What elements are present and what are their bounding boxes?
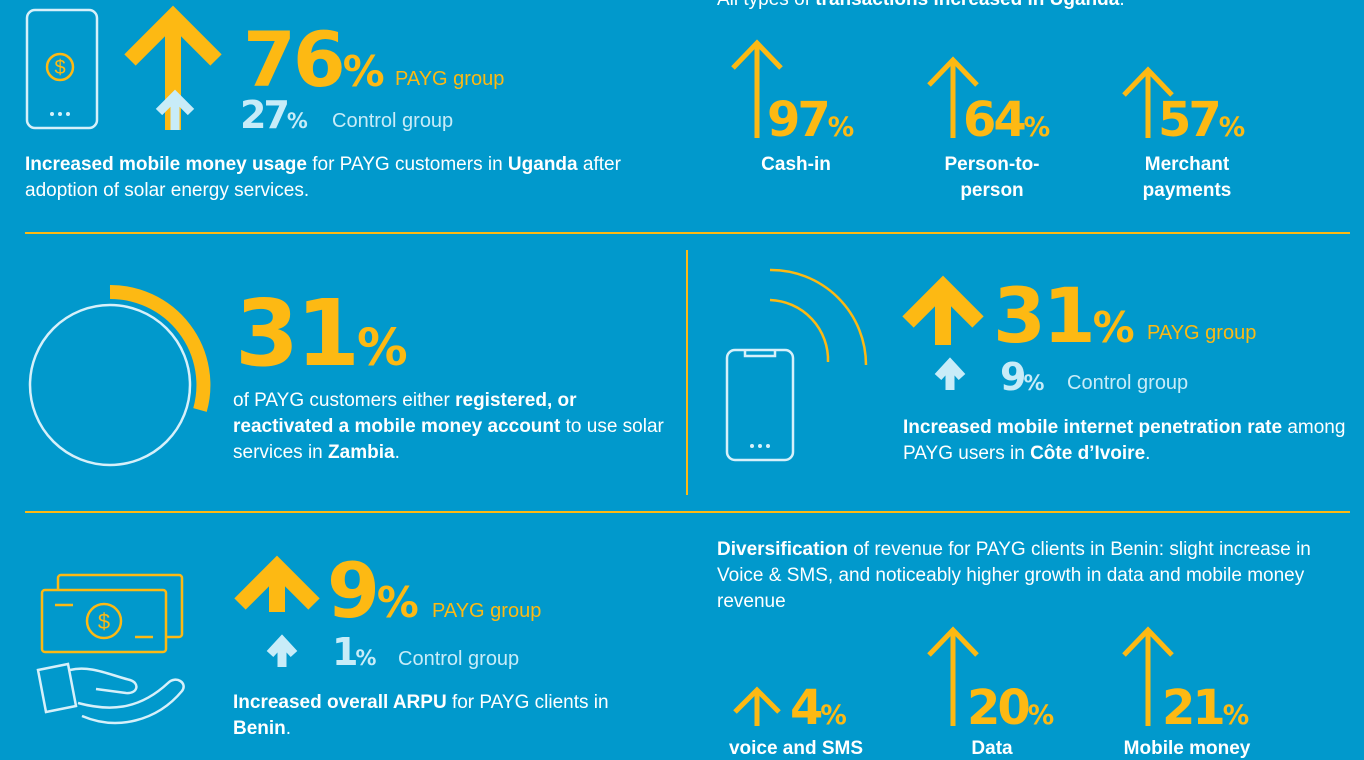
money-icon: $	[36, 573, 185, 725]
stat-value: 31	[993, 271, 1096, 360]
caption-segment: Côte d’Ivoire	[1030, 443, 1146, 464]
stat-value: 20	[967, 680, 1031, 736]
stat-value: 31	[235, 280, 360, 387]
stat-unit: %	[1092, 303, 1135, 352]
caption-segment: of PAYG customers either	[233, 390, 456, 411]
caption-segment: among PAYG users in	[903, 417, 1346, 464]
stat-value: 9	[327, 546, 380, 635]
small-arrows	[155, 89, 966, 667]
stat-value: 27	[240, 93, 290, 137]
stat-value: 64	[963, 92, 1027, 148]
group-label: Control group	[1067, 372, 1189, 394]
caption: of PAYG customers either registered, or …	[233, 388, 673, 466]
caption-segment: .	[394, 442, 400, 463]
caption-segment: to use solar services in	[233, 416, 664, 463]
stat-value: 97	[767, 92, 831, 148]
caption-segment: transactions increased in Uganda	[815, 0, 1119, 10]
thin-arrows	[731, 39, 1174, 726]
caption-segment: .	[1119, 0, 1124, 10]
caption-segment: Increased mobile money usage	[25, 154, 307, 175]
stat-label: voice and SMS	[728, 738, 864, 759]
stat-unit: %	[342, 47, 385, 96]
stat-value: 1	[332, 630, 359, 674]
caption-segment: after adoption of solar energy services.	[25, 154, 621, 201]
caption-segment: .	[1145, 443, 1151, 464]
stat-label: Person-to-person	[944, 154, 1040, 201]
caption: Increased mobile internet penetration ra…	[903, 415, 1353, 467]
stat-unit: %	[357, 318, 408, 377]
stat-label: Data	[971, 738, 1013, 759]
stat-unit: %	[1027, 700, 1055, 731]
stat-unit: %	[1023, 371, 1045, 395]
svg-text:$: $	[54, 57, 65, 79]
caption-segment: for PAYG clients in	[446, 692, 609, 713]
stat-unit: %	[827, 112, 855, 143]
stat-unit: %	[820, 700, 847, 731]
caption: Increased mobile money usage for PAYG cu…	[25, 152, 625, 204]
caption-segment: Increased overall ARPU	[233, 692, 447, 713]
caption-segment: Uganda	[507, 154, 578, 175]
caption-segment: for PAYG customers in	[306, 154, 508, 175]
caption: Increased overall ARPU for PAYG clients …	[233, 690, 633, 742]
caption-segment: registered, or reactivated a mobile mone…	[233, 390, 577, 437]
stat-unit: %	[355, 646, 377, 670]
stat-number: 4%	[790, 684, 847, 732]
caption-segment: Zambia	[328, 442, 395, 463]
stat-number: 64%	[963, 96, 1050, 144]
stat-label: Merchant payments	[1142, 154, 1232, 201]
stat-number: 21%	[1162, 684, 1249, 732]
stat-unit: %	[1218, 112, 1246, 143]
stat-unit: %	[1222, 700, 1250, 731]
stat-unit: %	[376, 578, 419, 627]
stat-number: 20%	[967, 684, 1054, 732]
caption-segment: .	[285, 718, 292, 739]
phone-wifi-icon	[725, 268, 868, 462]
ring	[28, 303, 192, 467]
stat-value: 76	[243, 15, 346, 104]
intro: All types of transactions increased in U…	[717, 0, 1337, 13]
caption-segment: All types of	[717, 0, 815, 10]
stat-label: Mobile money	[1123, 738, 1251, 759]
caption-segment: of revenue for PAYG clients in Benin: sl…	[717, 539, 1311, 612]
stat-value: 4	[790, 680, 823, 736]
intro: Diversification of revenue for PAYG clie…	[717, 537, 1317, 615]
group-label: Control group	[332, 110, 454, 132]
group-label: Control group	[398, 648, 520, 670]
stat-value: 9	[1000, 355, 1027, 399]
stat-value: 57	[1158, 92, 1222, 148]
svg-text:$: $	[98, 609, 110, 634]
group-label: PAYG group	[395, 68, 505, 90]
group-label: PAYG group	[1147, 322, 1257, 344]
caption-segment: Benin	[233, 718, 286, 739]
dividers	[25, 232, 1350, 513]
stat-number: 57%	[1158, 96, 1245, 144]
phone-icon: $	[25, 8, 99, 130]
stat-value: 21	[1162, 680, 1226, 736]
caption-segment: Diversification	[717, 539, 848, 560]
stat-label: Cash-in	[761, 154, 831, 175]
caption-segment: Increased mobile internet penetration ra…	[903, 417, 1283, 438]
stat-unit: %	[1023, 112, 1051, 143]
stat-number: 97%	[767, 96, 854, 144]
stat-unit: %	[286, 109, 308, 133]
group-label: PAYG group	[432, 600, 542, 622]
ring-arc	[109, 284, 211, 412]
